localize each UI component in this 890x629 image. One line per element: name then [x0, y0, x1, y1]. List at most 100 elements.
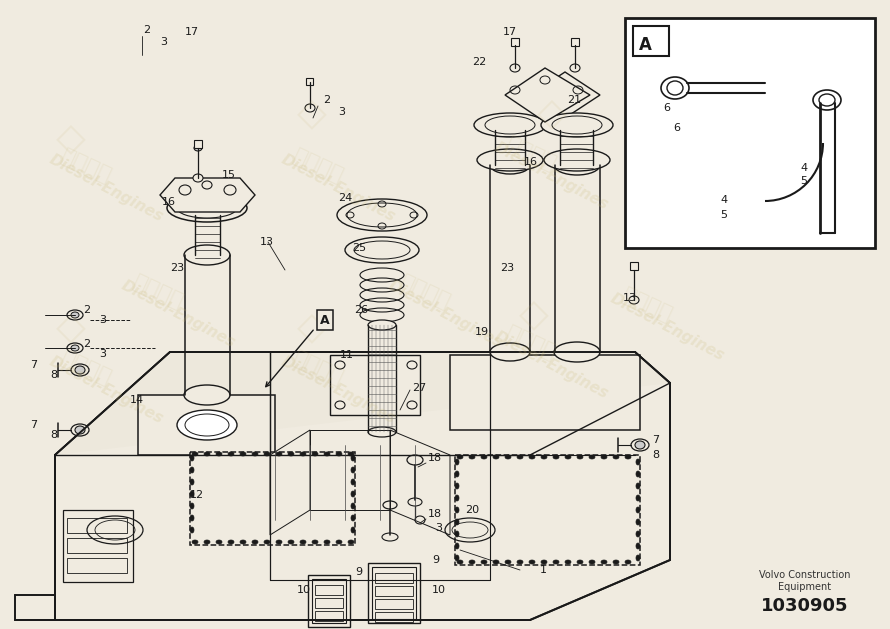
Ellipse shape: [351, 491, 355, 497]
Ellipse shape: [324, 452, 330, 456]
Ellipse shape: [190, 503, 194, 509]
Ellipse shape: [288, 540, 294, 544]
Ellipse shape: [481, 455, 487, 459]
Ellipse shape: [408, 498, 422, 506]
Text: 18: 18: [428, 453, 442, 463]
Ellipse shape: [636, 519, 640, 525]
Text: 1: 1: [540, 565, 547, 575]
Ellipse shape: [570, 64, 580, 72]
Ellipse shape: [636, 459, 640, 465]
Text: 13: 13: [623, 293, 637, 303]
Ellipse shape: [348, 540, 354, 544]
Ellipse shape: [481, 560, 487, 564]
Ellipse shape: [517, 560, 523, 564]
Ellipse shape: [457, 455, 463, 459]
Ellipse shape: [589, 455, 595, 459]
Polygon shape: [138, 395, 275, 455]
Text: 紫发动力: 紫发动力: [59, 147, 116, 187]
Ellipse shape: [351, 527, 355, 533]
Ellipse shape: [190, 527, 194, 533]
Ellipse shape: [577, 455, 583, 459]
Bar: [330, 355, 420, 415]
Ellipse shape: [631, 439, 649, 451]
Ellipse shape: [368, 427, 396, 437]
Bar: [630, 262, 638, 270]
Bar: [372, 567, 416, 619]
Text: ◇: ◇: [537, 94, 567, 132]
Text: 8: 8: [50, 430, 57, 440]
Ellipse shape: [505, 560, 511, 564]
Text: 9: 9: [355, 567, 362, 577]
Ellipse shape: [190, 467, 194, 473]
Bar: [625, 18, 875, 248]
Ellipse shape: [455, 507, 459, 513]
Ellipse shape: [332, 358, 348, 372]
Ellipse shape: [625, 455, 631, 459]
Bar: [67, 518, 127, 533]
Ellipse shape: [636, 507, 640, 513]
Ellipse shape: [636, 483, 640, 489]
Ellipse shape: [477, 149, 543, 171]
Text: Diesel-Engines: Diesel-Engines: [385, 278, 505, 351]
Polygon shape: [55, 352, 670, 620]
Ellipse shape: [541, 455, 547, 459]
Ellipse shape: [517, 455, 523, 459]
Ellipse shape: [240, 540, 246, 544]
Text: Diesel-Engines: Diesel-Engines: [118, 278, 238, 351]
Text: 1030905: 1030905: [761, 597, 849, 615]
Ellipse shape: [529, 560, 535, 564]
Text: 3: 3: [435, 523, 442, 533]
Ellipse shape: [348, 452, 354, 456]
Polygon shape: [55, 352, 670, 455]
Bar: [368, 563, 420, 623]
Bar: [315, 611, 343, 621]
Ellipse shape: [337, 199, 427, 231]
Ellipse shape: [204, 452, 210, 456]
Ellipse shape: [474, 113, 546, 137]
Text: 7: 7: [652, 435, 659, 445]
Ellipse shape: [300, 540, 306, 544]
Text: 22: 22: [472, 57, 486, 67]
Bar: [67, 538, 127, 553]
Bar: [306, 78, 313, 85]
Ellipse shape: [636, 531, 640, 537]
Ellipse shape: [184, 245, 230, 265]
Ellipse shape: [336, 540, 342, 544]
Bar: [375, 599, 413, 609]
Text: 紫发动力: 紫发动力: [504, 134, 561, 174]
Text: 紫发动力: 紫发动力: [59, 348, 116, 388]
Ellipse shape: [554, 342, 600, 362]
Text: 10: 10: [297, 585, 311, 595]
Ellipse shape: [194, 145, 202, 151]
Text: 17: 17: [503, 27, 517, 37]
Text: 15: 15: [222, 170, 236, 180]
Ellipse shape: [455, 471, 459, 477]
Ellipse shape: [193, 174, 203, 182]
Bar: [455, 455, 640, 565]
Text: 5: 5: [800, 176, 807, 186]
Text: ◇: ◇: [296, 94, 327, 132]
Text: Diesel-Engines: Diesel-Engines: [279, 152, 398, 225]
Ellipse shape: [601, 560, 607, 564]
Bar: [375, 573, 413, 583]
Ellipse shape: [351, 455, 355, 461]
Ellipse shape: [469, 560, 475, 564]
Bar: [308, 575, 350, 627]
Ellipse shape: [541, 113, 613, 137]
Text: 20: 20: [465, 505, 479, 515]
Ellipse shape: [455, 543, 459, 549]
Text: 26: 26: [354, 305, 368, 315]
Ellipse shape: [635, 441, 645, 449]
Ellipse shape: [589, 560, 595, 564]
Ellipse shape: [565, 560, 571, 564]
Ellipse shape: [252, 452, 258, 456]
Text: 5: 5: [720, 210, 727, 220]
Ellipse shape: [455, 495, 459, 501]
Text: 紫发动力: 紫发动力: [397, 272, 454, 313]
Ellipse shape: [613, 560, 619, 564]
Text: 9: 9: [432, 555, 439, 565]
Ellipse shape: [455, 483, 459, 489]
Ellipse shape: [629, 296, 639, 304]
Ellipse shape: [382, 533, 398, 541]
Bar: [375, 586, 413, 596]
